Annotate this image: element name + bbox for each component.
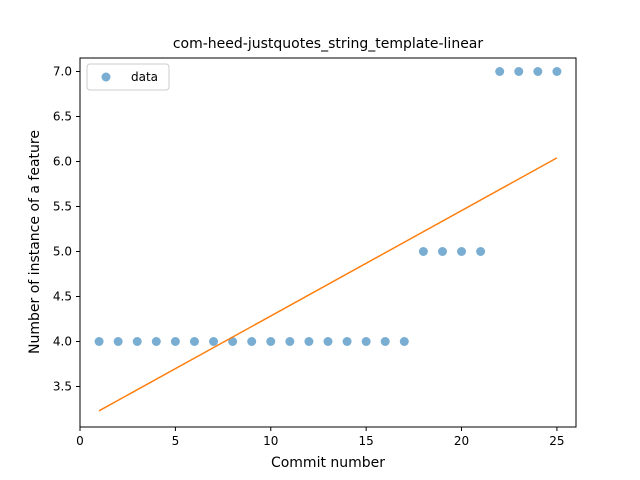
data-point — [552, 67, 562, 76]
y-tick-label: 6.0 — [53, 155, 72, 169]
data-point — [495, 67, 505, 76]
x-tick-label: 5 — [172, 434, 180, 448]
data-point — [285, 337, 295, 346]
y-tick-label: 7.0 — [53, 65, 72, 79]
x-tick-label: 15 — [359, 434, 374, 448]
data-point — [228, 337, 238, 346]
series-layer — [94, 67, 562, 412]
x-tick-label: 20 — [454, 434, 469, 448]
data-point — [533, 67, 543, 76]
linear-fit-line — [98, 157, 558, 412]
data-point — [323, 337, 333, 346]
data-point — [266, 337, 276, 346]
data-point — [476, 247, 486, 256]
y-axis-label: Number of instance of a feature — [27, 130, 43, 354]
data-point — [132, 337, 142, 346]
data-point — [151, 337, 161, 346]
y-tick-label: 5.5 — [53, 200, 72, 214]
x-axis-label: Commit number — [271, 455, 385, 471]
data-point — [209, 337, 219, 346]
data-point — [189, 337, 199, 346]
data-point — [457, 247, 467, 256]
x-tick-label: 25 — [549, 434, 564, 448]
y-tick-label: 4.5 — [53, 290, 72, 304]
x-axis: 0 5 10 15 20 25 — [76, 427, 565, 448]
x-tick-label: 0 — [76, 434, 84, 448]
legend: data — [86, 63, 170, 91]
y-tick-label: 6.5 — [53, 110, 72, 124]
data-point — [94, 337, 104, 346]
data-point — [361, 337, 371, 346]
x-tick-label: 10 — [263, 434, 278, 448]
legend-box — [86, 63, 170, 91]
data-point — [514, 67, 524, 76]
plot-frame — [79, 57, 577, 428]
data-point — [342, 337, 352, 346]
y-axis: 3.5 4.0 4.5 5.0 5.5 6.0 6.5 7.0 — [53, 65, 80, 394]
y-tick-label: 5.0 — [53, 245, 72, 259]
data-point — [170, 337, 180, 346]
chart-title: com-heed-justquotes_string_template-line… — [173, 36, 484, 52]
y-tick-label: 4.0 — [53, 335, 72, 349]
legend-label-data: data — [131, 70, 158, 84]
data-point — [380, 337, 390, 346]
data-point — [418, 247, 428, 256]
legend-marker-data — [101, 72, 111, 82]
data-point — [304, 337, 314, 346]
data-point — [113, 337, 123, 346]
data-point — [437, 247, 447, 256]
data-point — [247, 337, 257, 346]
data-point — [399, 337, 409, 346]
y-tick-label: 3.5 — [53, 380, 72, 394]
